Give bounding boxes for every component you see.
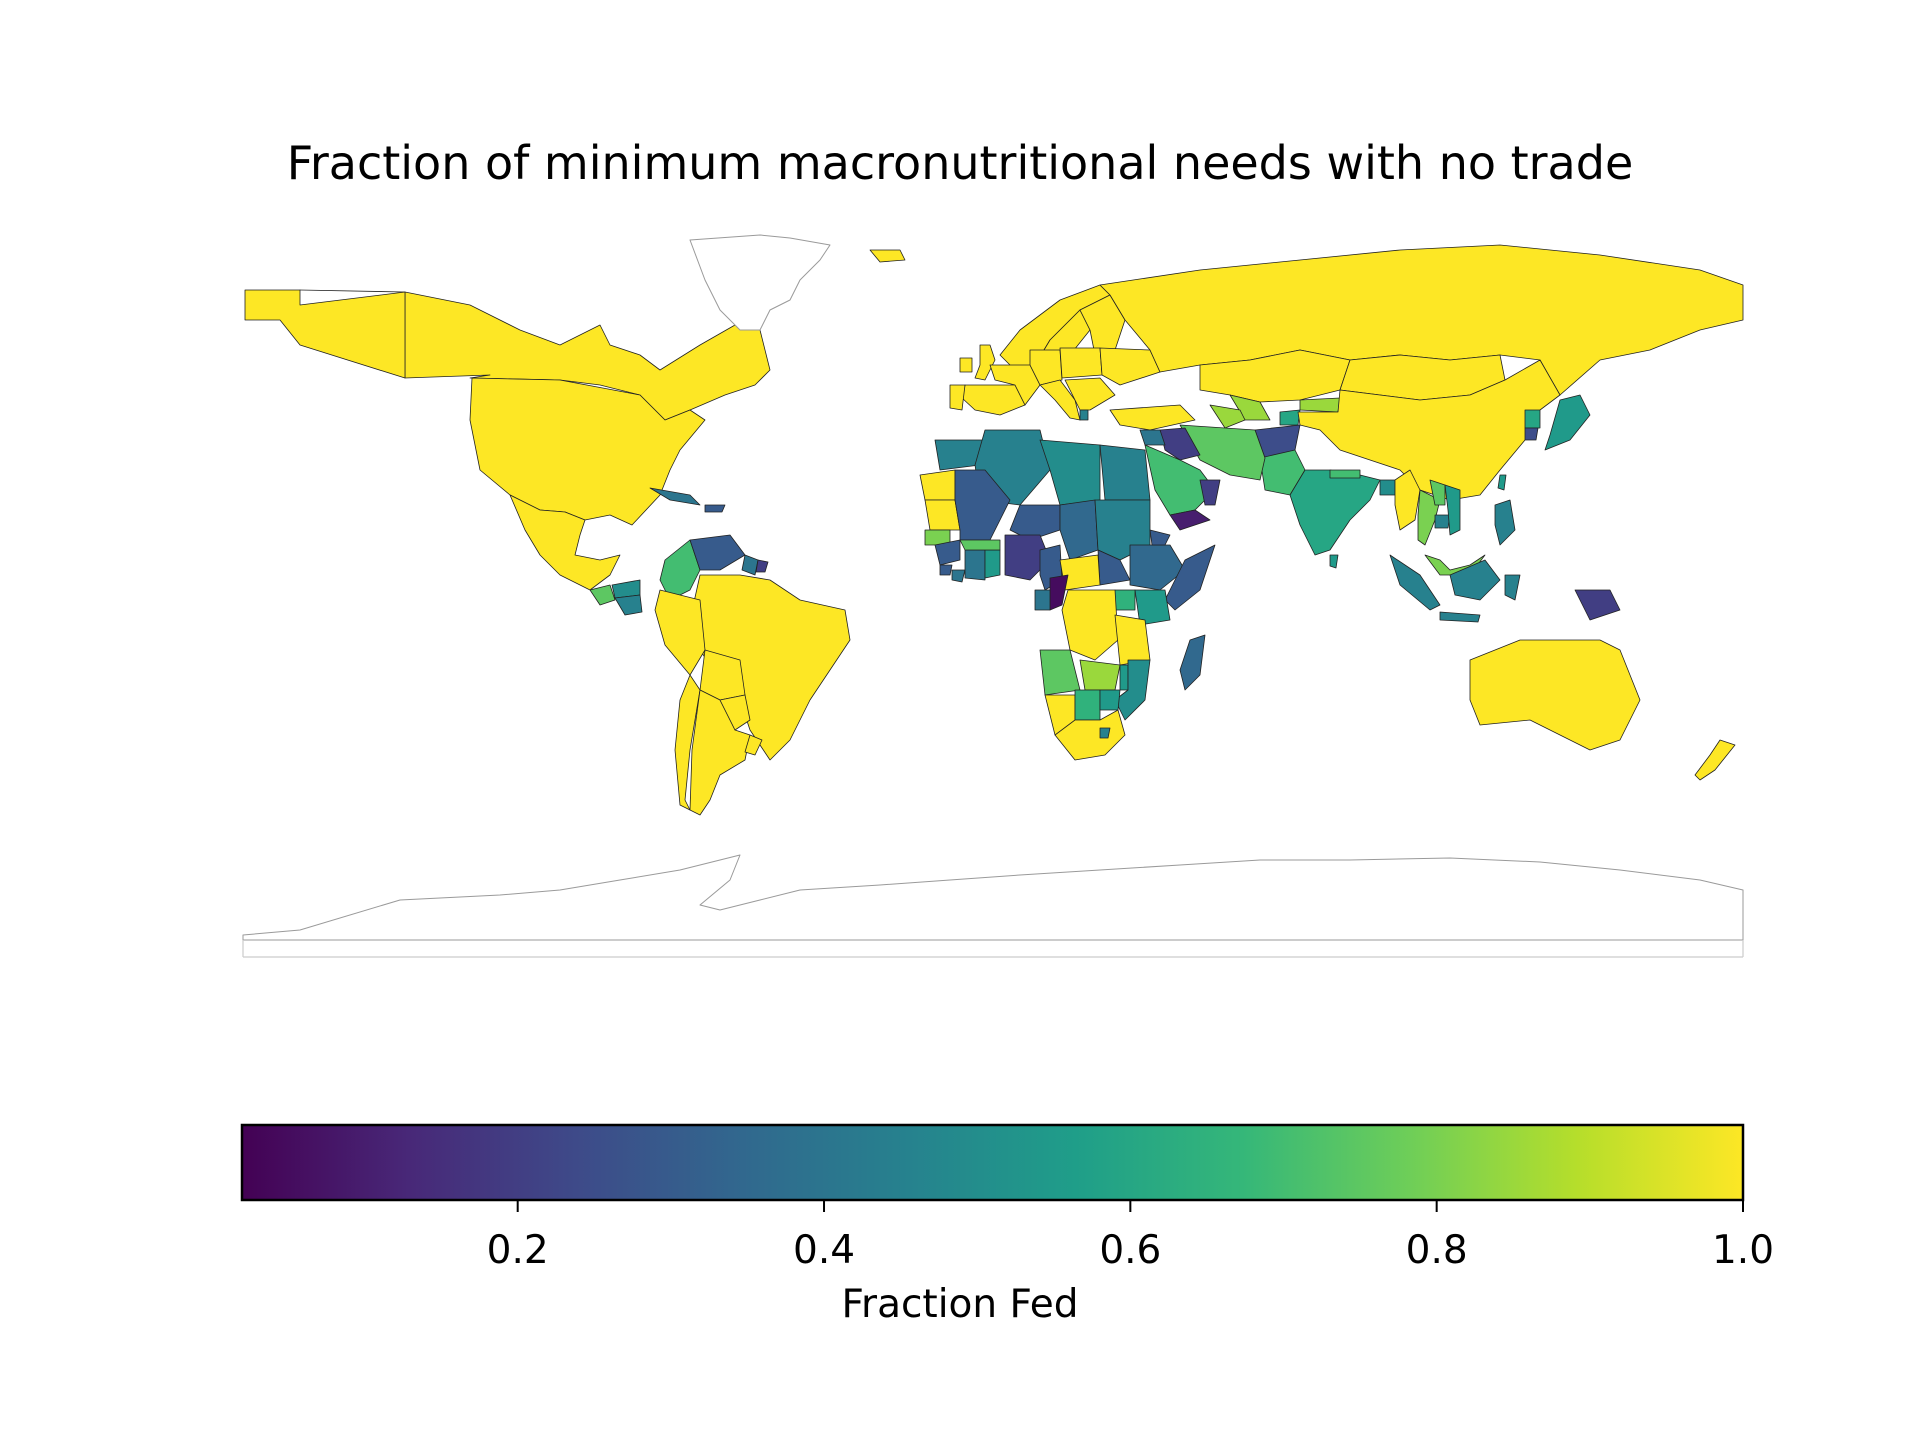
country-chad [1059,499,1099,561]
country-alaska [244,289,406,379]
country-eritrea [1149,529,1171,546]
country-antarctica [242,854,1744,941]
country-suriname [755,559,769,573]
country-burkina-faso [959,539,1001,551]
country-ghana [984,549,1001,579]
country-poland [1059,347,1103,379]
country-united-states [469,377,706,526]
country-sumatra [1389,554,1441,611]
country-canada [299,289,771,421]
country-nicaragua [614,594,643,616]
colorbar-tick-label: 0.2 [486,1228,549,1273]
country-north-korea [1524,409,1541,429]
country-zimbabwe [1099,689,1121,711]
country-borneo-indonesia [1449,559,1501,601]
country-syria [1139,429,1166,446]
country-java [1439,611,1481,623]
country-papua-new-guinea [1574,589,1621,621]
colorbar-label: Fraction Fed [841,1282,1079,1327]
country-zambia [1079,659,1121,691]
country-bangladesh [1379,479,1396,496]
country-guyana [741,554,759,576]
country-kenya [1134,589,1171,626]
colorbar-ticks [516,1200,1744,1212]
country-liberia [951,569,966,583]
country-mozambique [1114,659,1151,721]
country-yemen [1169,509,1211,531]
country-spain [961,384,1026,416]
country-india [1289,469,1381,556]
country-madagascar [1179,634,1206,691]
country-guinea [934,539,961,566]
country-oman [1199,479,1221,506]
country-china [1297,359,1561,501]
country-tajikistan [1279,409,1301,426]
country-niger [1009,504,1061,541]
world-map [242,234,1744,941]
country-sri-lanka [1329,554,1339,569]
country-japan [1544,394,1591,451]
country-ukraine [1099,347,1161,386]
colorbar-tick-label: 0.8 [1405,1228,1468,1273]
country-united-kingdom [974,344,996,381]
country-cuba [649,487,701,506]
country-south-korea [1524,427,1539,441]
chart-title: Fraction of minimum macronutritional nee… [286,136,1634,190]
country-australia [1469,639,1641,751]
country-turkey [1109,404,1196,431]
country-botswana [1074,689,1101,721]
country-myanmar [1394,469,1421,531]
country-uganda [1114,589,1136,611]
country-ivory-coast [964,549,986,581]
country-egypt [1099,444,1151,501]
country-kazakhstan [1199,349,1351,403]
country-iran [1179,424,1266,481]
country-balkans [1064,377,1116,411]
country-albania [1079,409,1089,421]
country-haiti [704,504,726,513]
colorbar-gradient [240,1123,1745,1202]
country-lesotho [1099,727,1111,739]
country-malawi [1119,664,1129,691]
colorbar-tick-label: 0.6 [1099,1228,1162,1273]
country-mexico [509,494,621,591]
country-gabon [1034,589,1051,611]
country-iraq [1159,427,1201,461]
country-angola [1039,649,1081,696]
country-sulawesi [1504,574,1521,601]
country-kyrgyzstan [1299,397,1341,413]
country-western-sahara [919,469,956,501]
country-iceland [869,249,906,263]
country-south-africa [1054,709,1126,761]
country-taiwan [1497,474,1507,491]
country-philippines [1494,499,1516,546]
colorbar [240,1123,1745,1212]
country-paraguay [719,694,751,731]
country-turkmenistan [1209,404,1246,429]
country-somalia [1164,544,1216,611]
country-peru [654,589,706,676]
country-laos [1429,479,1446,506]
country-portugal [949,384,966,411]
country-mauritania [924,499,961,531]
country-dr-congo [1061,589,1119,661]
country-new-zealand [1694,739,1736,781]
country-greenland [689,234,831,331]
colorbar-tick-label: 0.4 [793,1228,856,1273]
country-venezuela [689,534,746,571]
country-cambodia [1434,514,1451,529]
country-libya [1039,439,1101,506]
colorbar-tick-label: 1.0 [1711,1228,1775,1273]
country-nepal [1329,469,1361,479]
country-ireland [959,357,973,373]
country-tanzania [1114,614,1151,666]
country-vietnam [1444,484,1461,536]
country-uruguay [744,734,763,756]
country-sierra-leone [939,564,953,576]
country-guatemala [589,584,616,606]
